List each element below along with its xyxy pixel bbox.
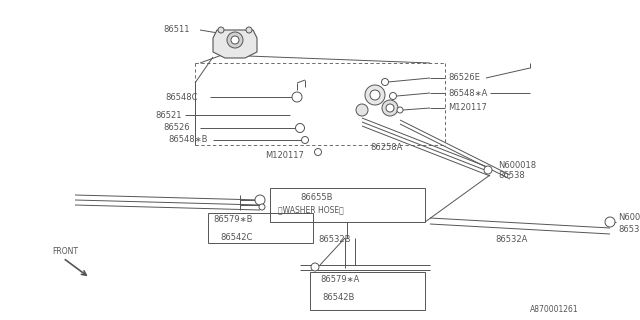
Circle shape bbox=[314, 148, 321, 156]
Text: 86548C: 86548C bbox=[165, 92, 198, 101]
Text: 86532B: 86532B bbox=[318, 236, 351, 244]
Circle shape bbox=[370, 90, 380, 100]
Circle shape bbox=[292, 92, 302, 102]
Circle shape bbox=[386, 104, 394, 112]
Text: 〈WASHER HOSE〉: 〈WASHER HOSE〉 bbox=[278, 205, 344, 214]
Text: M120117: M120117 bbox=[265, 150, 304, 159]
Polygon shape bbox=[213, 30, 257, 58]
Text: 86538: 86538 bbox=[498, 171, 525, 180]
Text: 86511: 86511 bbox=[163, 26, 189, 35]
Circle shape bbox=[381, 78, 388, 85]
Circle shape bbox=[311, 263, 319, 271]
Circle shape bbox=[301, 137, 308, 143]
Circle shape bbox=[218, 27, 224, 33]
Text: 86579∗B: 86579∗B bbox=[213, 215, 253, 225]
Text: 86521: 86521 bbox=[155, 110, 182, 119]
Circle shape bbox=[605, 217, 615, 227]
Text: 86655B: 86655B bbox=[300, 193, 333, 202]
Text: FRONT: FRONT bbox=[52, 247, 78, 257]
Circle shape bbox=[484, 166, 492, 174]
Circle shape bbox=[397, 107, 403, 113]
Text: A870001261: A870001261 bbox=[530, 306, 579, 315]
Text: 86538: 86538 bbox=[618, 226, 640, 235]
Circle shape bbox=[227, 32, 243, 48]
Bar bbox=[208, 213, 313, 243]
Text: M120117: M120117 bbox=[448, 103, 487, 113]
Text: 86532A: 86532A bbox=[495, 236, 527, 244]
Text: 86526: 86526 bbox=[163, 124, 189, 132]
Bar bbox=[270, 188, 425, 222]
Circle shape bbox=[390, 92, 397, 100]
Circle shape bbox=[296, 124, 305, 132]
Text: 86548∗A: 86548∗A bbox=[448, 89, 488, 98]
Circle shape bbox=[246, 27, 252, 33]
Circle shape bbox=[259, 204, 265, 210]
Circle shape bbox=[382, 100, 398, 116]
Circle shape bbox=[255, 195, 265, 205]
Circle shape bbox=[356, 104, 368, 116]
Circle shape bbox=[231, 36, 239, 44]
Text: N600018: N600018 bbox=[618, 213, 640, 222]
Text: 86542C: 86542C bbox=[220, 233, 252, 242]
Text: N600018: N600018 bbox=[498, 161, 536, 170]
Text: 86526E: 86526E bbox=[448, 74, 480, 83]
Circle shape bbox=[365, 85, 385, 105]
Text: 86548∗B: 86548∗B bbox=[168, 135, 207, 145]
Bar bbox=[310, 272, 425, 310]
Text: 86542B: 86542B bbox=[322, 293, 355, 302]
Text: 86579∗A: 86579∗A bbox=[320, 276, 360, 284]
Text: 86258A: 86258A bbox=[370, 143, 403, 153]
